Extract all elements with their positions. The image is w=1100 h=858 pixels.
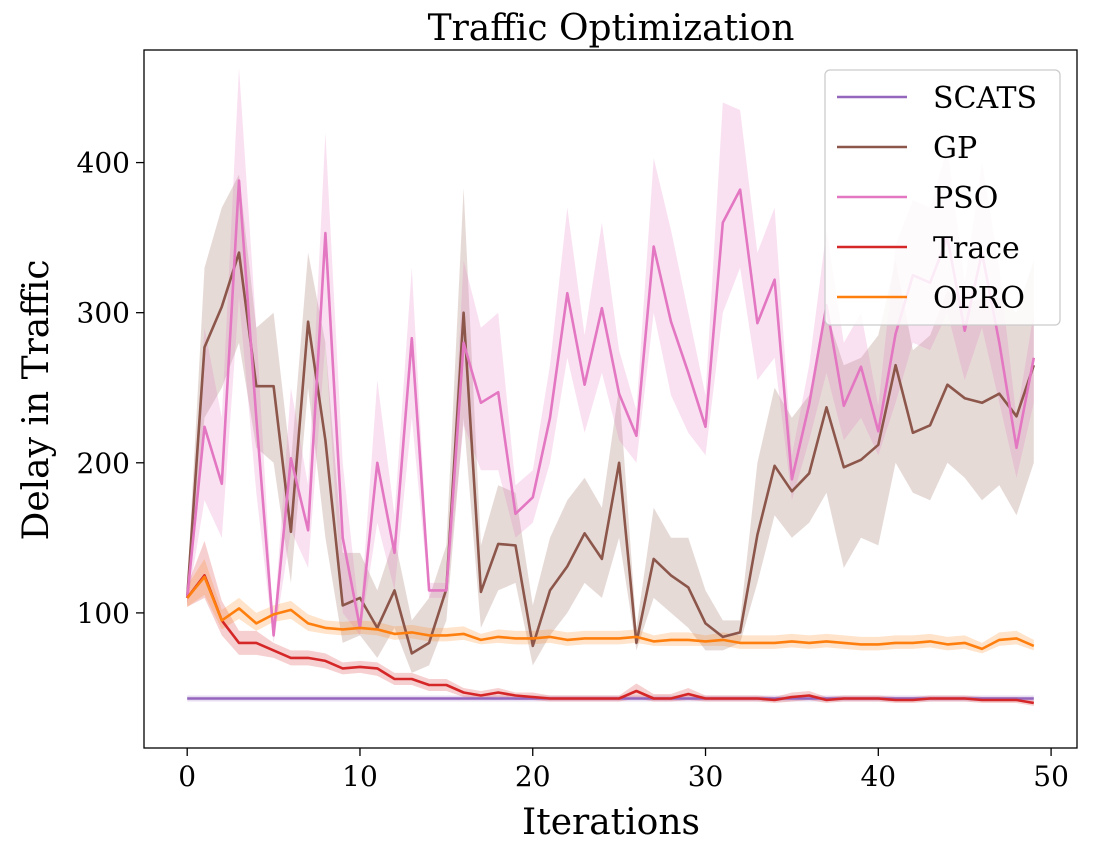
line-trace (186, 574, 1035, 705)
legend-label-gp: GP (933, 131, 977, 166)
x-tick-label: 10 (342, 760, 378, 793)
x-tick-label: 0 (178, 760, 196, 793)
axes: 0 10 20 30 40 50 100 200 300 400 (77, 49, 1078, 793)
x-tick-label: 20 (515, 760, 551, 793)
legend-label-trace: Trace (933, 231, 1020, 266)
chart-title: Traffic Optimization (428, 8, 795, 49)
x-tick-label: 40 (860, 760, 896, 793)
line-opro (186, 575, 1035, 651)
legend-label-pso: PSO (933, 181, 998, 216)
legend-label-opro: OPRO (933, 281, 1025, 316)
line-gp (185, 251, 1036, 655)
y-tick-label: 200 (77, 447, 130, 480)
band-gp (187, 174, 1034, 673)
y-tick-label: 400 (77, 147, 130, 180)
x-axis-label: Iterations (522, 802, 700, 843)
legend-box (824, 69, 1061, 326)
y-tick-label: 300 (77, 297, 130, 330)
legend: SCATS GP PSO Trace OPRO (824, 69, 1061, 326)
x-tick-label: 30 (688, 760, 724, 793)
y-axis-label: Delay in Traffic (16, 259, 57, 540)
plot-frame (143, 49, 1078, 749)
band-opro (187, 558, 1034, 654)
y-tick-label: 100 (77, 597, 130, 630)
legend-label-scats: SCATS (933, 81, 1037, 116)
line-pso (185, 179, 1036, 637)
series-lines (185, 179, 1036, 705)
x-tick-label: 50 (1033, 760, 1069, 793)
